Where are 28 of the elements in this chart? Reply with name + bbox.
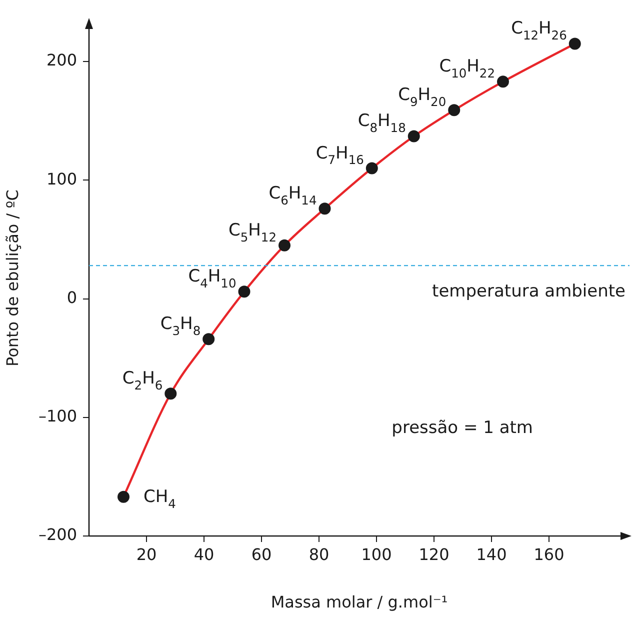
x-tick-label: 40	[194, 544, 214, 564]
x-tick-label: 120	[418, 544, 450, 564]
point	[278, 239, 290, 252]
x-tick-label: 20	[136, 544, 157, 564]
y-tick-label: 100	[46, 169, 77, 188]
point	[118, 490, 130, 503]
point	[568, 38, 581, 50]
point	[448, 104, 460, 116]
annotation: pressão = 1 atm	[392, 418, 533, 438]
x-tick-label: 160	[534, 544, 564, 564]
y-tick-label: –100	[38, 406, 77, 426]
point	[318, 202, 331, 215]
y-tick-label: –200	[38, 525, 77, 544]
point	[408, 130, 420, 142]
point	[497, 76, 509, 88]
x-tick-label: 140	[476, 544, 507, 564]
y-tick-label: 200	[46, 50, 77, 70]
point	[366, 162, 378, 174]
x-axis-title: Massa molar / g.mol⁻¹	[270, 592, 448, 612]
point	[202, 333, 215, 346]
x-tick-label: 60	[251, 544, 272, 564]
point	[164, 388, 177, 400]
x-tick-label: 100	[361, 544, 392, 564]
point	[238, 286, 250, 298]
ref-line-label: temperatura ambiente	[432, 282, 626, 302]
x-tick-label: 80	[308, 544, 330, 564]
y-tick-label: 0	[66, 288, 77, 307]
y-axis-title: Ponto de ebulição / ºC	[2, 190, 22, 366]
